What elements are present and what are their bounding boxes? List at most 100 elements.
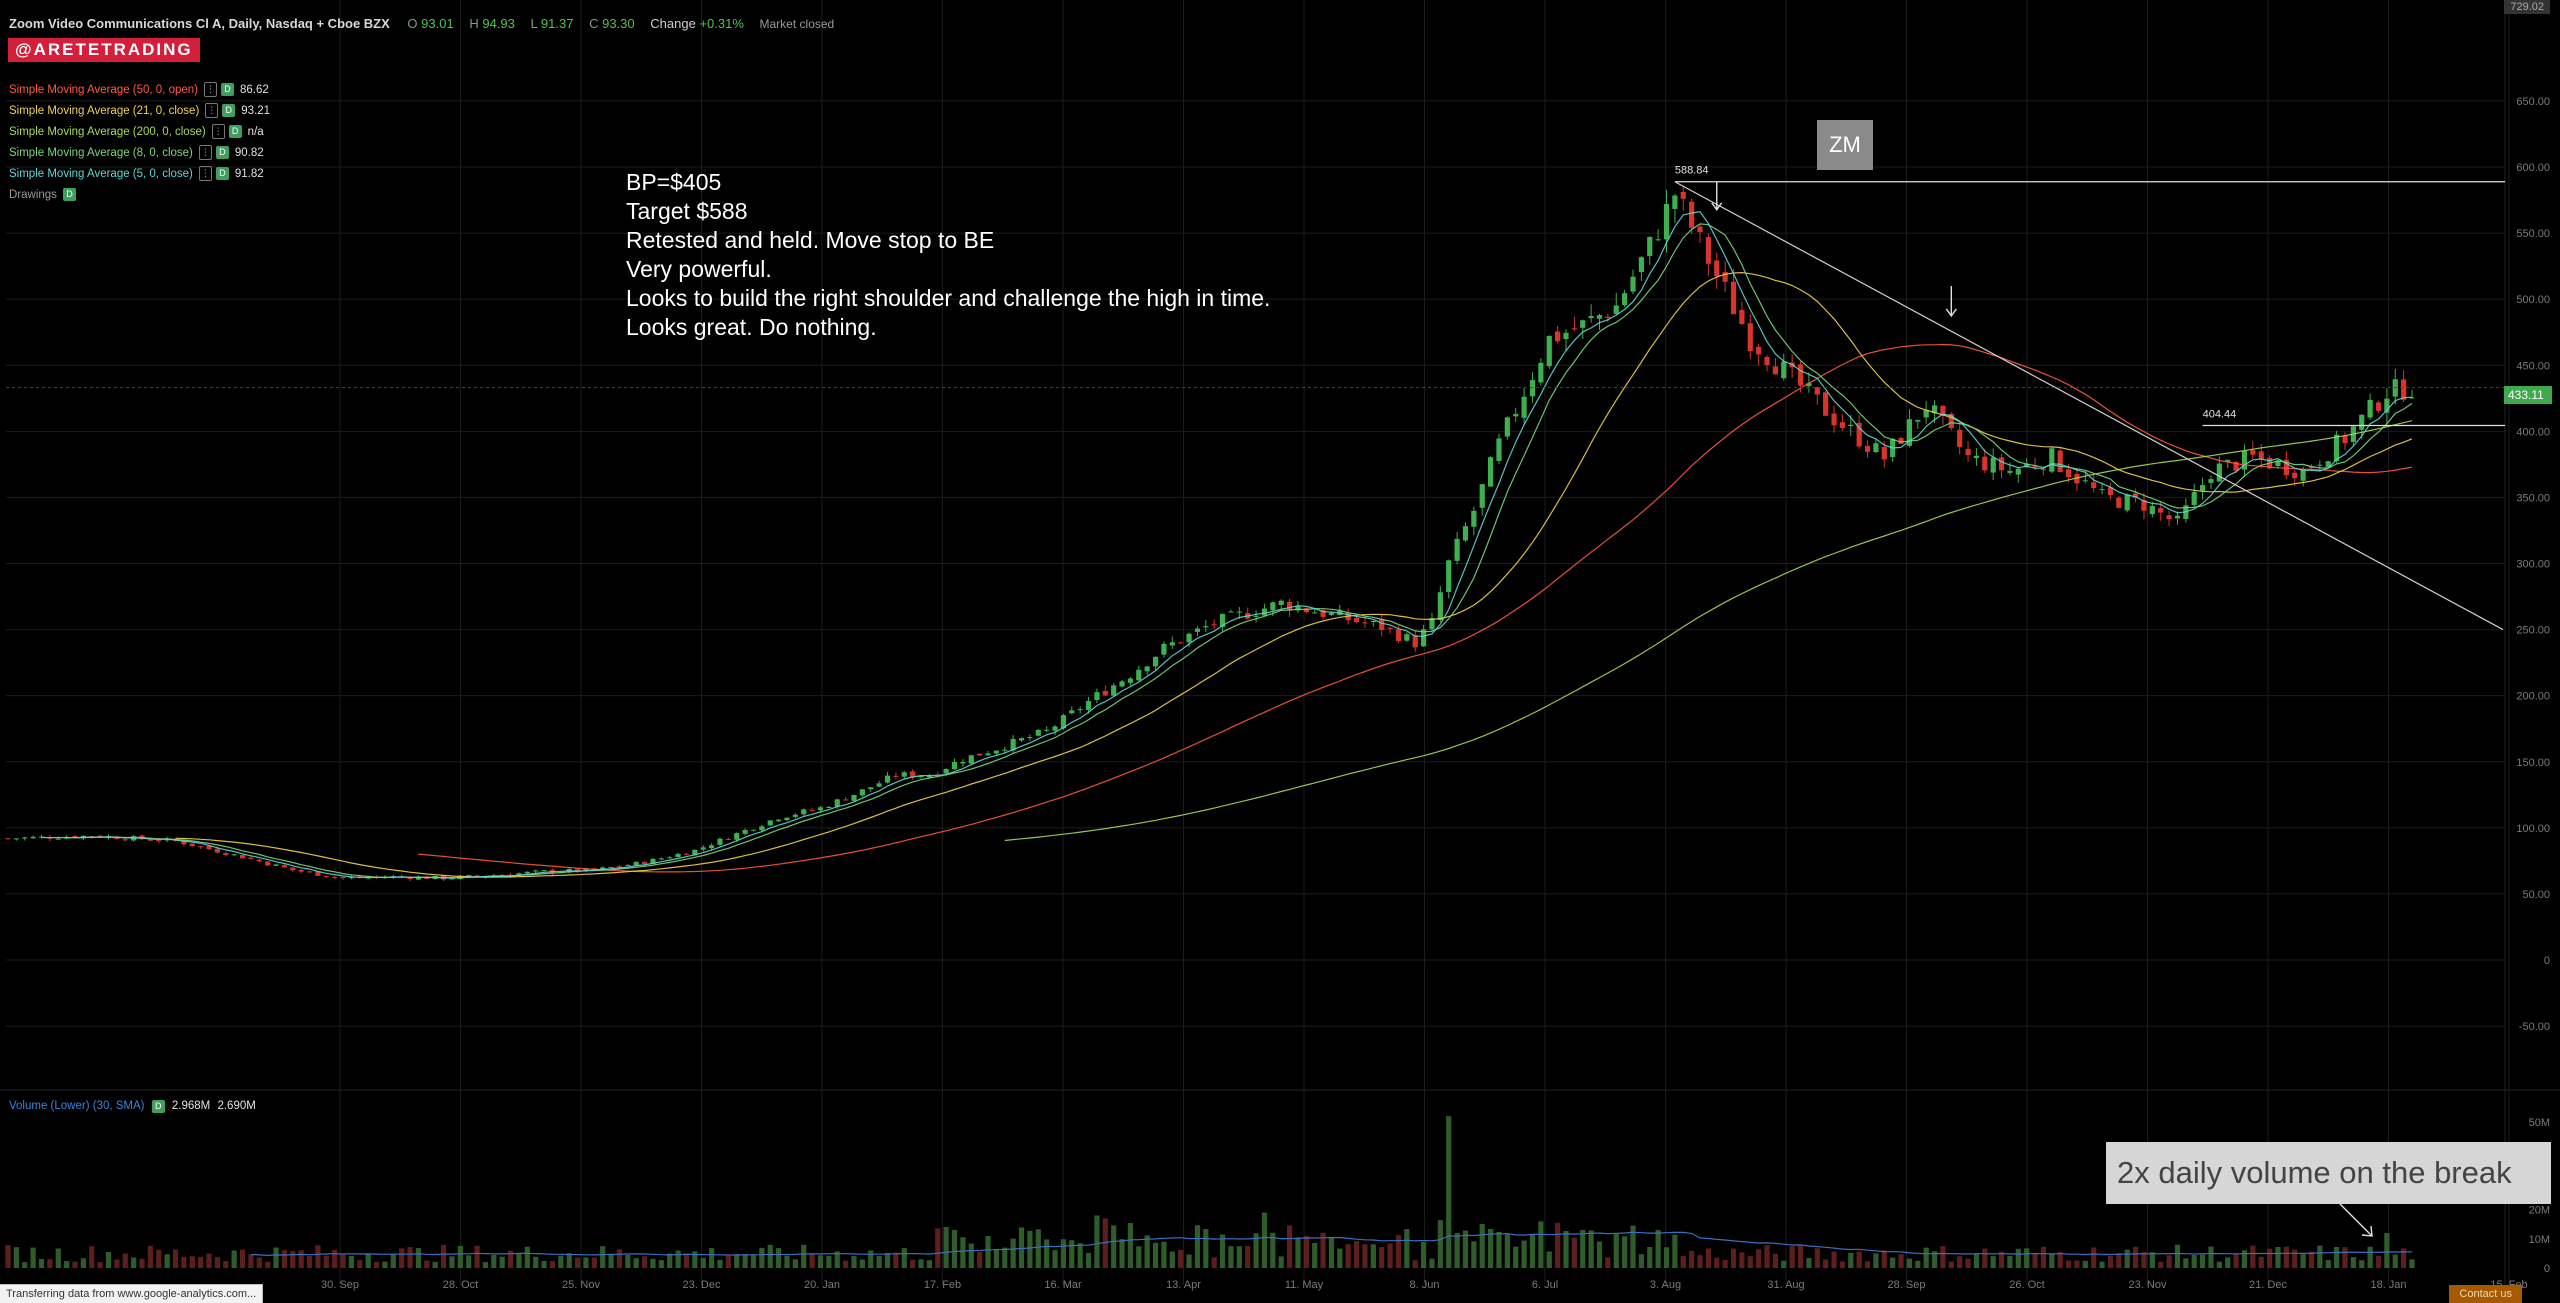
candle-body [524,871,530,874]
volume-bar [1186,1254,1192,1268]
volume-bar [1957,1256,1963,1268]
candle-body [1278,600,1284,605]
study-sma-5[interactable]: Simple Moving Average (5, 0, close) ⋮ D 91.… [9,164,270,185]
candle-body [1286,601,1293,611]
volume-bar [801,1244,807,1268]
candle-body [709,845,715,849]
candle-body [1420,629,1427,647]
candle-body [658,858,664,860]
volume-bar [767,1244,773,1268]
candle-body [2141,499,2147,511]
volume-bar [859,1259,865,1268]
candle-body [2241,450,2248,470]
candle-body [1538,362,1544,383]
candle-body [231,854,237,856]
volume-bar [122,1253,128,1268]
volume-bar [776,1248,782,1268]
volume-bar [1395,1235,1402,1268]
volume-bar [2032,1253,2038,1268]
candle-body [1957,429,1963,447]
volume-value-1: 2.968M [171,1100,211,1112]
candle-body [507,874,514,876]
candle-body [2216,463,2222,482]
candle-body [1236,611,1242,613]
study-menu-icon[interactable]: ⋮ [204,82,218,98]
candle-body [1504,417,1510,437]
volume-bar [717,1259,723,1268]
volume-bar [1529,1234,1536,1268]
study-badge-icon[interactable]: D [215,146,229,160]
study-badge-icon[interactable]: D [151,1100,165,1113]
volume-bar [2191,1255,2197,1268]
study-menu-icon[interactable]: ⋮ [211,124,225,140]
study-badge-icon[interactable]: D [222,104,236,118]
volume-bar [1588,1230,1594,1268]
volume-bar [1060,1239,1067,1268]
volume-bar [2107,1255,2114,1268]
study-sma-21[interactable]: Simple Moving Average (21, 0, close) ⋮ D 93… [9,101,270,122]
study-label: Simple Moving Average (50, 0, open) [9,84,199,96]
candle-body [156,840,162,842]
volume-bar [1228,1246,1234,1268]
volume-bar [1689,1250,1695,1268]
volume-bar [382,1261,388,1268]
volume-bar [1873,1253,1879,1268]
volume-bar [1998,1251,2005,1268]
volume-bar [2065,1260,2072,1268]
volume-bar [558,1255,564,1268]
study-badge-icon[interactable]: D [228,125,242,139]
candle-body [2359,414,2365,430]
volume-bar [1705,1248,1711,1268]
candle-body [1102,690,1108,696]
candle-body [516,873,522,877]
volume-bar [1379,1247,1385,1268]
study-sma-8[interactable]: Simple Moving Average (8, 0, close) ⋮ D 90.… [9,143,270,164]
volume-bar [2082,1260,2088,1268]
candle-body [851,794,857,801]
volume-bar [340,1254,346,1268]
moving-average-line [418,343,2413,873]
candle-body [650,858,656,864]
volume-bar [2183,1258,2189,1268]
study-menu-icon[interactable]: ⋮ [198,166,212,182]
volume-bar [499,1256,505,1268]
volume-bar [616,1249,623,1268]
candle-body [784,817,790,821]
price-tick-label: 50.00 [2522,889,2550,901]
candle-body [273,864,279,866]
candle-body [2342,435,2348,444]
candle-body [817,807,824,811]
high-value: H 94.93 [469,16,515,31]
study-menu-icon[interactable]: ⋮ [198,145,212,161]
volume-bar [1663,1247,1670,1268]
study-badge-icon[interactable]: D [215,167,229,181]
volume-bar [2233,1254,2239,1268]
study-badge-icon[interactable]: D [221,83,235,97]
volume-bar [1044,1239,1050,1268]
candle-body [2024,463,2030,468]
contact-button[interactable]: Contact us [2449,1285,2522,1303]
study-sma-50[interactable]: Simple Moving Average (50, 0, open) ⋮ D 86.… [9,80,270,101]
candle-body [2082,480,2088,482]
candle-body [683,853,690,855]
candle-body [2040,468,2047,471]
volume-bar [826,1255,832,1268]
candle-body [675,853,681,858]
volume-legend[interactable]: Volume (Lower) (30, SMA) D 2.968M 2.690M [9,1100,256,1113]
candle-body [2208,479,2214,483]
volume-bar [1747,1256,1753,1268]
open-value: O 93.01 [407,16,454,31]
time-tick-label: 3. Aug [1650,1279,1681,1291]
price-tick-label: 450.00 [2516,360,2550,372]
volume-bar [683,1253,690,1268]
drawings: 588.84 404.44 [6,165,2505,1237]
study-drawings[interactable]: Drawings D [9,185,270,206]
level-label: 404.44 [2203,408,2237,420]
study-badge-icon[interactable]: D [62,188,76,202]
study-menu-icon[interactable]: ⋮ [205,103,219,119]
volume-bar [281,1250,288,1268]
candle-body [13,838,19,840]
volume-bar [750,1255,757,1268]
